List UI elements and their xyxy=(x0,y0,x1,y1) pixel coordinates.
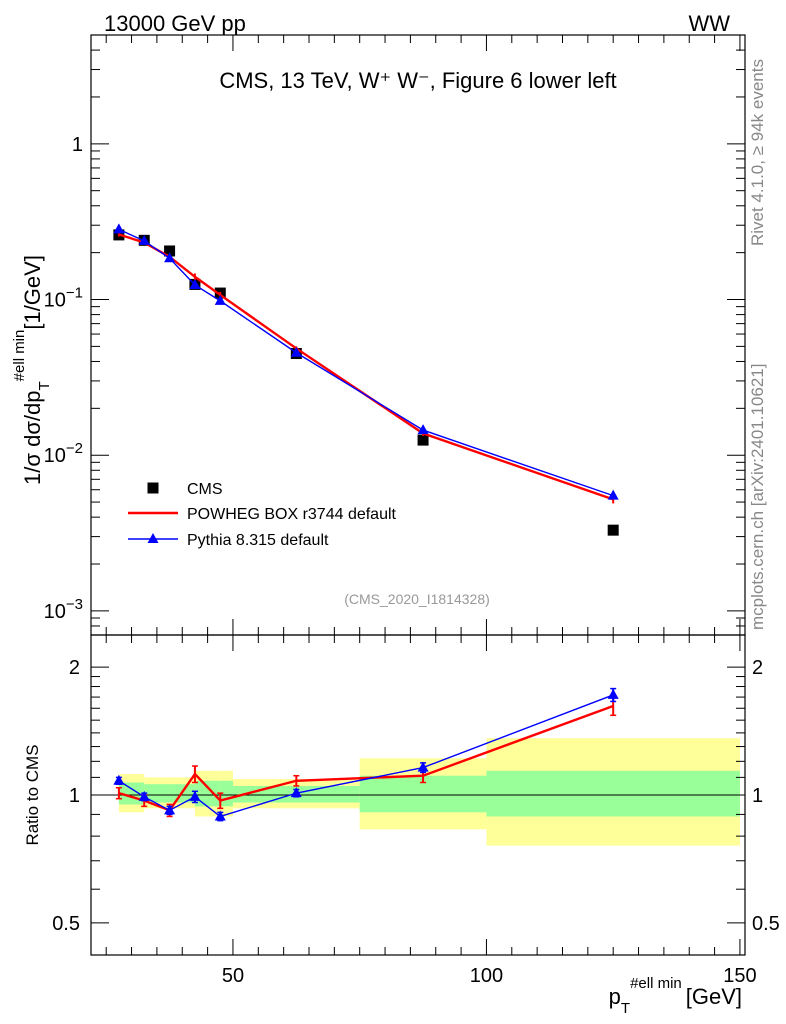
ratio-panel: 50 100 150 0.5 0.5 1 1 2 2 Ratio to CMS pT#ell m… xyxy=(23,634,780,1017)
main-ylabel-sub: T xyxy=(36,381,53,390)
ratio-y-tick-label: 0.5 xyxy=(52,913,80,935)
ratio-pythia-marker xyxy=(113,774,125,785)
pythia-marker xyxy=(164,252,176,263)
pythia-marker xyxy=(214,294,226,305)
ratio-y-tick-label-right: 2 xyxy=(752,657,763,679)
main-ticks: 10−3 10−2 10−1 1 xyxy=(44,34,745,636)
pythia-marker xyxy=(189,278,201,289)
main-y-axis-label: 1/σ dσ/dpT #ell min[1/GeV] xyxy=(11,255,53,485)
ratio-green-band xyxy=(486,770,740,817)
ratio-y-tick-label: 1 xyxy=(69,785,80,807)
legend-label: CMS xyxy=(187,481,223,498)
legend-label: Pythia 8.315 default xyxy=(187,532,329,549)
pythia-marker xyxy=(417,424,429,435)
pythia-line xyxy=(118,228,614,497)
pythia-marker xyxy=(290,346,302,357)
x-tick-label: 50 xyxy=(222,965,244,987)
ratio-pythia-marker xyxy=(214,810,226,821)
main-ylabel-sup: #ell min xyxy=(11,330,28,382)
analysis-id: (CMS_2020_I1814328) xyxy=(344,591,490,607)
pythia-marker xyxy=(138,234,150,245)
ratio-y-axis-label: Ratio to CMS xyxy=(23,744,42,845)
ratio-pythia-marker xyxy=(417,761,429,772)
ratio-powheg-line xyxy=(118,704,614,812)
ratio-green-band xyxy=(194,780,221,807)
x-tick-label: 100 xyxy=(470,965,503,987)
xlabel-sub: T xyxy=(621,1000,630,1017)
pythia-marker xyxy=(113,223,125,234)
y-tick-label: 1 xyxy=(72,134,83,156)
ratio-bands xyxy=(91,738,745,846)
xlabel-sup: #ell min xyxy=(630,975,682,992)
y-tick-label: 10−1 xyxy=(44,285,83,312)
y-tick-label: 10−2 xyxy=(44,440,83,467)
ratio-marks xyxy=(113,687,619,822)
ratio-y-tick-label: 2 xyxy=(69,657,80,679)
rivet-label: Rivet 4.1.0, ≥ 94k events xyxy=(748,59,767,246)
ratio-y-tick-label-right: 1 xyxy=(752,785,763,807)
xlabel-main: p xyxy=(609,984,621,1009)
pythia-marker xyxy=(607,489,619,500)
ratio-y-tick-label-right: 0.5 xyxy=(752,913,780,935)
ratio-pythia-marker xyxy=(189,790,201,801)
ratio-ticks: 50 100 150 0.5 0.5 1 1 2 2 xyxy=(52,635,780,987)
legend: CMS POWHEG BOX r3744 default Pythia 8.315 … xyxy=(128,481,397,549)
ratio-pythia-marker xyxy=(607,688,619,699)
main-title: CMS, 13 TeV, W⁺ W⁻, Figure 6 lower left xyxy=(219,68,616,93)
cms-data-point xyxy=(607,524,619,536)
legend-pythia-marker xyxy=(147,533,159,543)
main-marks xyxy=(113,223,619,536)
y-tick-label: 10−3 xyxy=(44,596,83,623)
legend-label: POWHEG BOX r3744 default xyxy=(187,506,397,523)
legend-cms-marker xyxy=(147,482,159,494)
mcplots-label: mcplots.cern.ch [arXiv:2401.10621] xyxy=(748,364,767,630)
main-ylabel-unit: [1/GeV] xyxy=(20,255,45,330)
x-tick-label: 150 xyxy=(723,965,756,987)
header-left: 13000 GeV pp xyxy=(104,11,246,36)
ratio-pythia-marker xyxy=(290,787,302,798)
xlabel-unit: [GeV] xyxy=(686,984,742,1009)
cms-data-point xyxy=(417,434,429,446)
header-right: WW xyxy=(688,11,730,36)
ratio-pythia-marker xyxy=(138,790,150,801)
svg-text:1/σ dσ/dpT#ell min[1/GeV]: 1/σ dσ/dpT #ell min[1/GeV] xyxy=(11,255,53,485)
main-ylabel-main: 1/σ dσ/dp xyxy=(20,391,45,485)
ratio-pythia-marker xyxy=(164,804,176,815)
cms-data-point xyxy=(164,245,176,257)
powheg-line xyxy=(118,233,614,501)
svg-text:pT#ell min[GeV]: pT#ell min[GeV] xyxy=(609,975,742,1017)
main-panel: 10−3 10−2 10−1 1 CMS, 13 TeV, W⁺ W⁻, Figure… xyxy=(11,34,746,636)
ratio-green-band xyxy=(144,784,170,803)
x-axis-label: pT#ell min[GeV] xyxy=(609,975,742,1017)
